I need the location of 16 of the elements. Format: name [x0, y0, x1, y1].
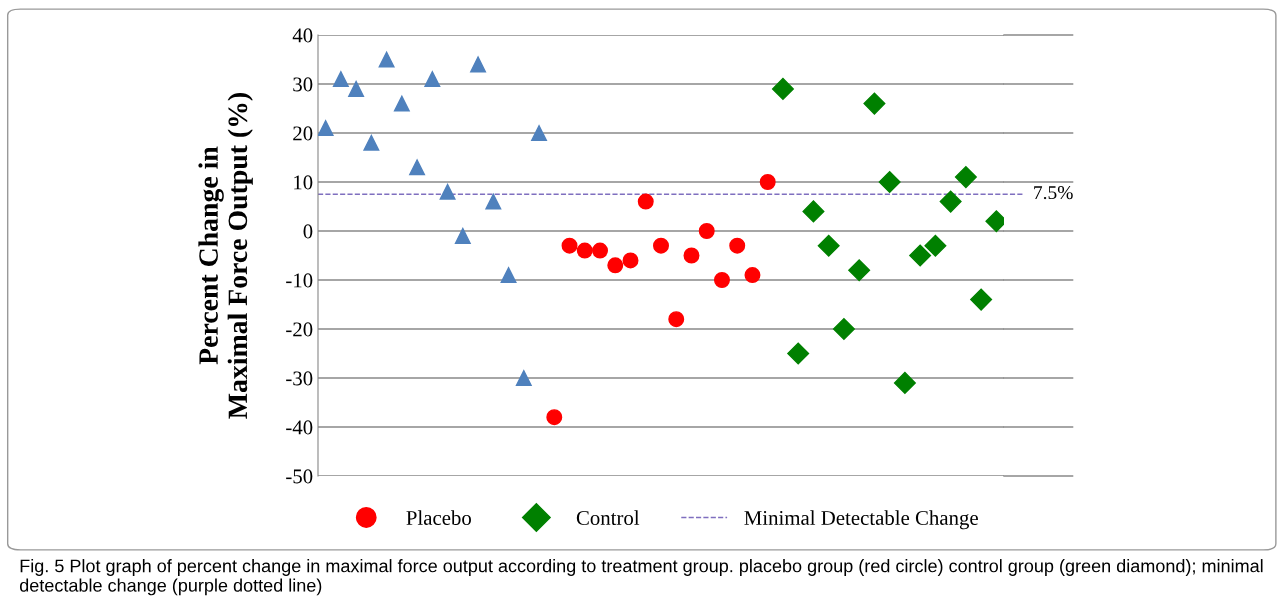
y-tick-label: 30	[293, 77, 313, 92]
text: 7.5%	[1034, 186, 1073, 200]
y-tick-label: -50	[286, 469, 313, 484]
y-tick-label: -10	[286, 273, 313, 288]
y-tick-label: 40	[292, 28, 313, 43]
y-tick-label: 0	[303, 224, 313, 239]
y-tick-label: -20	[286, 322, 313, 337]
y-tick-label: 10	[294, 175, 313, 190]
y-tick-label: 20	[293, 126, 313, 141]
legend-label: Placebo	[406, 510, 471, 525]
y-axis-title: Percent Change in Maximal Force Output (%)	[198, 93, 253, 419]
legend-label: Minimal Detectable Change	[744, 510, 978, 530]
y-tick-label: -40	[286, 420, 313, 435]
y-tick-label: -30	[286, 371, 313, 386]
legend-label: Control	[576, 510, 640, 525]
caption: Fig. 5 Plot graph of percent change in maximal force output according to treatment group. placebo group (red circle) control group (green diamond); minimal detectable change (purple dotted line)	[19, 559, 1263, 596]
